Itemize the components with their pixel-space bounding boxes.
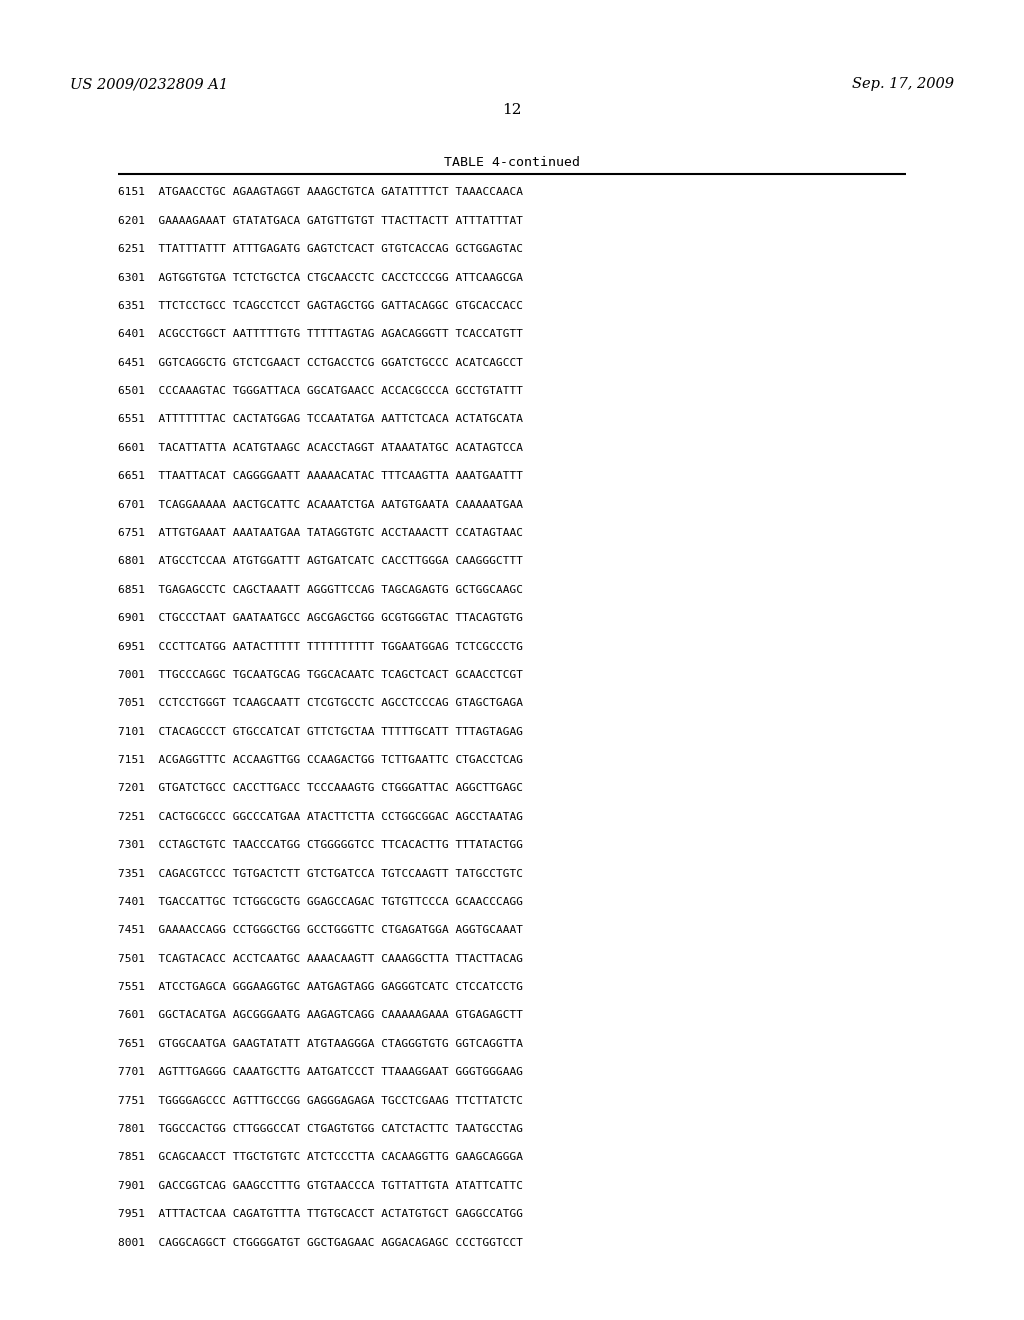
Text: 6251  TTATTTATTT ATTTGAGATG GAGTCTCACT GTGTCACCAG GCTGGAGTAC: 6251 TTATTTATTT ATTTGAGATG GAGTCTCACT GT… bbox=[118, 244, 523, 255]
Text: 6351  TTCTCCTGCC TCAGCCTCCT GAGTAGCTGG GATTACAGGC GTGCACCACC: 6351 TTCTCCTGCC TCAGCCTCCT GAGTAGCTGG GA… bbox=[118, 301, 523, 312]
Text: 6551  ATTTTTTTAC CACTATGGAG TCCAATATGA AATTCTCACA ACTATGCATA: 6551 ATTTTTTTAC CACTATGGAG TCCAATATGA AA… bbox=[118, 414, 523, 425]
Text: 7001  TTGCCCAGGC TGCAATGCAG TGGCACAATC TCAGCTCACT GCAACCTCGT: 7001 TTGCCCAGGC TGCAATGCAG TGGCACAATC TC… bbox=[118, 671, 523, 680]
Text: Sep. 17, 2009: Sep. 17, 2009 bbox=[852, 77, 954, 91]
Text: 7601  GGCTACATGA AGCGGGAATG AAGAGTCAGG CAAAAAGAAA GTGAGAGCTT: 7601 GGCTACATGA AGCGGGAATG AAGAGTCAGG CA… bbox=[118, 1011, 523, 1020]
Text: 7051  CCTCCTGGGT TCAAGCAATT CTCGTGCCTC AGCCTCCCAG GTAGCTGAGA: 7051 CCTCCTGGGT TCAAGCAATT CTCGTGCCTC AG… bbox=[118, 698, 523, 709]
Text: 7401  TGACCATTGC TCTGGCGCTG GGAGCCAGAC TGTGTTCCCA GCAACCCAGG: 7401 TGACCATTGC TCTGGCGCTG GGAGCCAGAC TG… bbox=[118, 898, 523, 907]
Text: 6501  CCCAAAGTAC TGGGATTACA GGCATGAACC ACCACGCCCA GCCTGTATTT: 6501 CCCAAAGTAC TGGGATTACA GGCATGAACC AC… bbox=[118, 385, 523, 396]
Text: 6851  TGAGAGCCTC CAGCTAAATT AGGGTTCCAG TAGCAGAGTG GCTGGCAAGC: 6851 TGAGAGCCTC CAGCTAAATT AGGGTTCCAG TA… bbox=[118, 585, 523, 595]
Text: 6401  ACGCCTGGCT AATTTTTGTG TTTTTAGTAG AGACAGGGTT TCACCATGTT: 6401 ACGCCTGGCT AATTTTTGTG TTTTTAGTAG AG… bbox=[118, 330, 523, 339]
Text: 6301  AGTGGTGTGA TCTCTGCTCA CTGCAACCTC CACCTCCCGG ATTCAAGCGA: 6301 AGTGGTGTGA TCTCTGCTCA CTGCAACCTC CA… bbox=[118, 272, 523, 282]
Text: 6951  CCCTTCATGG AATACTTTTT TTTTTTTTTT TGGAATGGAG TCTCGCCCTG: 6951 CCCTTCATGG AATACTTTTT TTTTTTTTTT TG… bbox=[118, 642, 523, 652]
Text: 6801  ATGCCTCCAA ATGTGGATTT AGTGATCATC CACCTTGGGA CAAGGGCTTT: 6801 ATGCCTCCAA ATGTGGATTT AGTGATCATC CA… bbox=[118, 557, 523, 566]
Text: 7901  GACCGGTCAG GAAGCCTTTG GTGTAACCCA TGTTATTGTA ATATTCATTC: 7901 GACCGGTCAG GAAGCCTTTG GTGTAACCCA TG… bbox=[118, 1180, 523, 1191]
Text: 6751  ATTGTGAAAT AAATAATGAA TATAGGTGTC ACCTAAACTT CCATAGTAAC: 6751 ATTGTGAAAT AAATAATGAA TATAGGTGTC AC… bbox=[118, 528, 523, 539]
Text: 6201  GAAAAGAAAT GTATATGACA GATGTTGTGT TTACTTACTT ATTTATTTAT: 6201 GAAAAGAAAT GTATATGACA GATGTTGTGT TT… bbox=[118, 215, 523, 226]
Text: 6651  TTAATTACAT CAGGGGAATT AAAAACATAC TTTCAAGTTA AAATGAATTT: 6651 TTAATTACAT CAGGGGAATT AAAAACATAC TT… bbox=[118, 471, 523, 482]
Text: 8001  CAGGCAGGCT CTGGGGATGT GGCTGAGAAC AGGACAGAGC CCCTGGTCCT: 8001 CAGGCAGGCT CTGGGGATGT GGCTGAGAAC AG… bbox=[118, 1238, 523, 1247]
Text: 7151  ACGAGGTTTC ACCAAGTTGG CCAAGACTGG TCTTGAATTC CTGACCTCAG: 7151 ACGAGGTTTC ACCAAGTTGG CCAAGACTGG TC… bbox=[118, 755, 523, 766]
Text: 6601  TACATTATTA ACATGTAAGC ACACCTAGGT ATAAATATGC ACATAGTCCA: 6601 TACATTATTA ACATGTAAGC ACACCTAGGT AT… bbox=[118, 444, 523, 453]
Text: 7501  TCAGTACACC ACCTCAATGC AAAACAAGTT CAAAGGCTTA TTACTTACAG: 7501 TCAGTACACC ACCTCAATGC AAAACAAGTT CA… bbox=[118, 953, 523, 964]
Text: 12: 12 bbox=[502, 103, 522, 117]
Text: 6451  GGTCAGGCTG GTCTCGAACT CCTGACCTCG GGATCTGCCC ACATCAGCCT: 6451 GGTCAGGCTG GTCTCGAACT CCTGACCTCG GG… bbox=[118, 358, 523, 368]
Text: 7851  GCAGCAACCT TTGCTGTGTC ATCTCCCTTA CACAAGGTTG GAAGCAGGGA: 7851 GCAGCAACCT TTGCTGTGTC ATCTCCCTTA CA… bbox=[118, 1152, 523, 1163]
Text: 6901  CTGCCCTAAT GAATAATGCC AGCGAGCTGG GCGTGGGTAC TTACAGTGTG: 6901 CTGCCCTAAT GAATAATGCC AGCGAGCTGG GC… bbox=[118, 612, 523, 623]
Text: 7301  CCTAGCTGTC TAACCCATGG CTGGGGGTCC TTCACACTTG TTTATACTGG: 7301 CCTAGCTGTC TAACCCATGG CTGGGGGTCC TT… bbox=[118, 840, 523, 850]
Text: 7651  GTGGCAATGA GAAGTATATT ATGTAAGGGA CTAGGGTGTG GGTCAGGTTA: 7651 GTGGCAATGA GAAGTATATT ATGTAAGGGA CT… bbox=[118, 1039, 523, 1049]
Text: 7551  ATCCTGAGCA GGGAAGGTGC AATGAGTAGG GAGGGTCATC CTCCATCCTG: 7551 ATCCTGAGCA GGGAAGGTGC AATGAGTAGG GA… bbox=[118, 982, 523, 993]
Text: 7201  GTGATCTGCC CACCTTGACC TCCCAAAGTG CTGGGATTAC AGGCTTGAGC: 7201 GTGATCTGCC CACCTTGACC TCCCAAAGTG CT… bbox=[118, 783, 523, 793]
Text: 6151  ATGAACCTGC AGAAGTAGGT AAAGCTGTCA GATATTTTCT TAAACCAACA: 6151 ATGAACCTGC AGAAGTAGGT AAAGCTGTCA GA… bbox=[118, 187, 523, 198]
Text: 7251  CACTGCGCCC GGCCCATGAA ATACTTCTTA CCTGGCGGAC AGCCTAATAG: 7251 CACTGCGCCC GGCCCATGAA ATACTTCTTA CC… bbox=[118, 812, 523, 822]
Text: 7101  CTACAGCCCT GTGCCATCAT GTTCTGCTAA TTTTTGCATT TTTAGTAGAG: 7101 CTACAGCCCT GTGCCATCAT GTTCTGCTAA TT… bbox=[118, 726, 523, 737]
Text: 7701  AGTTTGAGGG CAAATGCTTG AATGATCCCT TTAAAGGAAT GGGTGGGAAG: 7701 AGTTTGAGGG CAAATGCTTG AATGATCCCT TT… bbox=[118, 1067, 523, 1077]
Text: 7751  TGGGGAGCCC AGTTTGCCGG GAGGGAGAGA TGCCTCGAAG TTCTTATCTC: 7751 TGGGGAGCCC AGTTTGCCGG GAGGGAGAGA TG… bbox=[118, 1096, 523, 1106]
Text: TABLE 4-continued: TABLE 4-continued bbox=[444, 156, 580, 169]
Text: 7351  CAGACGTCCC TGTGACTCTT GTCTGATCCA TGTCCAAGTT TATGCCTGTC: 7351 CAGACGTCCC TGTGACTCTT GTCTGATCCA TG… bbox=[118, 869, 523, 879]
Text: US 2009/0232809 A1: US 2009/0232809 A1 bbox=[70, 77, 227, 91]
Text: 7951  ATTTACTCAA CAGATGTTTA TTGTGCACCT ACTATGTGCT GAGGCCATGG: 7951 ATTTACTCAA CAGATGTTTA TTGTGCACCT AC… bbox=[118, 1209, 523, 1220]
Text: 7801  TGGCCACTGG CTTGGGCCAT CTGAGTGTGG CATCTACTTC TAATGCCTAG: 7801 TGGCCACTGG CTTGGGCCAT CTGAGTGTGG CA… bbox=[118, 1123, 523, 1134]
Text: 7451  GAAAACCAGG CCTGGGCTGG GCCTGGGTTC CTGAGATGGA AGGTGCAAAT: 7451 GAAAACCAGG CCTGGGCTGG GCCTGGGTTC CT… bbox=[118, 925, 523, 936]
Text: 6701  TCAGGAAAAA AACTGCATTC ACAAATCTGA AATGTGAATA CAAAAATGAA: 6701 TCAGGAAAAA AACTGCATTC ACAAATCTGA AA… bbox=[118, 500, 523, 510]
